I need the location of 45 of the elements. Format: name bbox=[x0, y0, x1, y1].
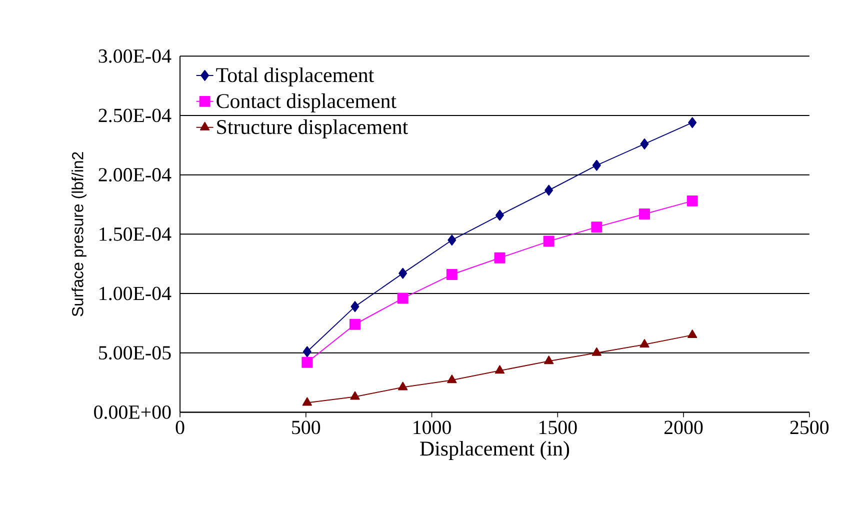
point bbox=[350, 391, 360, 400]
x-tick-label: 1500 bbox=[539, 420, 577, 434]
legend-label: Contact displacement bbox=[216, 93, 396, 112]
y-tick-label: 1.50E-04 bbox=[100, 227, 172, 241]
point bbox=[302, 397, 312, 406]
point bbox=[350, 300, 360, 312]
point bbox=[639, 208, 650, 220]
y-tick-label: 1.00E-04 bbox=[100, 286, 172, 300]
point bbox=[350, 318, 360, 330]
y-tick-label: 2.00E-04 bbox=[98, 168, 172, 182]
x-tick-label: 0 bbox=[176, 420, 184, 434]
x-tick-label: 2000 bbox=[664, 420, 703, 434]
y-tick-label: 5.00E-05 bbox=[99, 346, 171, 360]
point bbox=[447, 374, 457, 384]
point bbox=[640, 338, 650, 348]
point bbox=[640, 138, 649, 150]
point bbox=[544, 356, 554, 364]
point bbox=[494, 252, 506, 264]
x-axis-title: Displacement (in) bbox=[420, 440, 570, 460]
point bbox=[302, 346, 312, 358]
x-tick-label: 500 bbox=[292, 420, 320, 434]
legend-label: Total displacement bbox=[216, 67, 374, 86]
point bbox=[448, 234, 456, 246]
point bbox=[302, 356, 313, 368]
point bbox=[686, 195, 698, 206]
legend-label: Structure displacement bbox=[217, 119, 408, 138]
point bbox=[592, 160, 601, 171]
y-tick-label: 2.50E-04 bbox=[98, 108, 172, 122]
x-tick-label: 1000 bbox=[414, 420, 451, 434]
y-axis-title: Surface presure (lbf/in2 bbox=[72, 152, 86, 316]
point bbox=[688, 329, 698, 338]
point bbox=[496, 210, 504, 221]
point bbox=[543, 236, 554, 247]
y-tick-label: 0.00E+00 bbox=[94, 405, 171, 419]
point bbox=[592, 347, 602, 356]
y-tick-label: 3.00E-04 bbox=[98, 49, 172, 63]
point bbox=[397, 292, 408, 304]
point bbox=[398, 382, 408, 390]
point bbox=[398, 268, 408, 279]
point bbox=[688, 117, 697, 128]
point bbox=[446, 268, 458, 280]
point bbox=[544, 184, 554, 196]
x-tick-label: 2500 bbox=[790, 420, 829, 434]
point bbox=[494, 365, 505, 374]
point bbox=[591, 221, 602, 232]
